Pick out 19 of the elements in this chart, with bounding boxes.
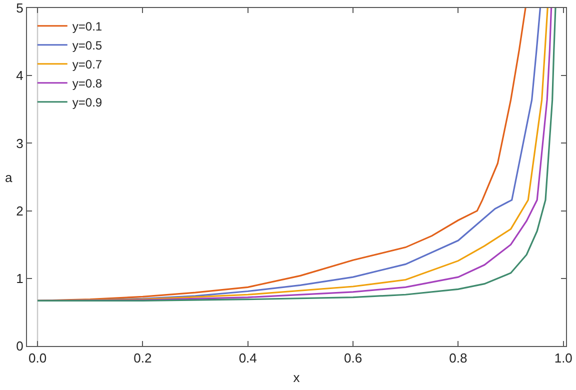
- legend-label: y=0.5: [72, 38, 102, 53]
- y-tick-label: 3: [16, 136, 24, 151]
- x-tick-label: 0.0: [28, 350, 47, 366]
- y-tick-label: 0: [16, 338, 24, 354]
- x-tick-label: 0.4: [238, 350, 257, 366]
- legend-label: y=0.7: [72, 58, 102, 72]
- x-tick-label: 1.0: [554, 350, 572, 366]
- y-tick-label: 5: [16, 0, 24, 16]
- legend-label: y=0.9: [72, 96, 102, 110]
- y-tick-label: 4: [16, 68, 24, 84]
- y-axis-title: a: [5, 170, 13, 185]
- legend-label: y=0.1: [72, 20, 102, 34]
- x-tick-label: 0.2: [134, 350, 152, 366]
- x-axis-title: x: [293, 370, 300, 386]
- legend-label: y=0.8: [72, 76, 102, 91]
- x-tick-label: 0.6: [344, 350, 362, 366]
- x-tick-label: 0.8: [449, 350, 468, 366]
- y-tick-label: 1: [16, 270, 24, 286]
- y-tick-label: 2: [16, 203, 24, 218]
